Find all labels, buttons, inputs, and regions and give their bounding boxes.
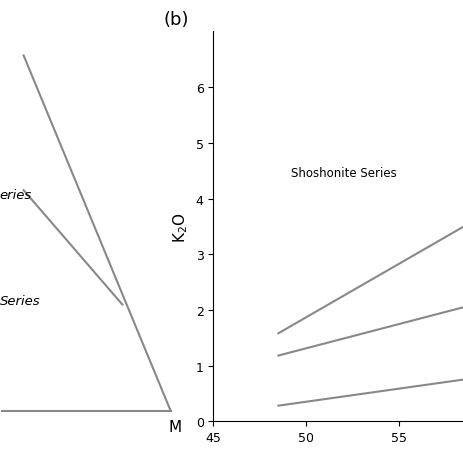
Text: eries: eries — [0, 189, 31, 202]
Y-axis label: K$_2$O: K$_2$O — [171, 212, 190, 242]
Text: Shoshonite Series: Shoshonite Series — [291, 167, 396, 180]
Text: Series: Series — [0, 295, 40, 308]
Text: M: M — [168, 419, 181, 434]
Text: (b): (b) — [163, 11, 188, 29]
